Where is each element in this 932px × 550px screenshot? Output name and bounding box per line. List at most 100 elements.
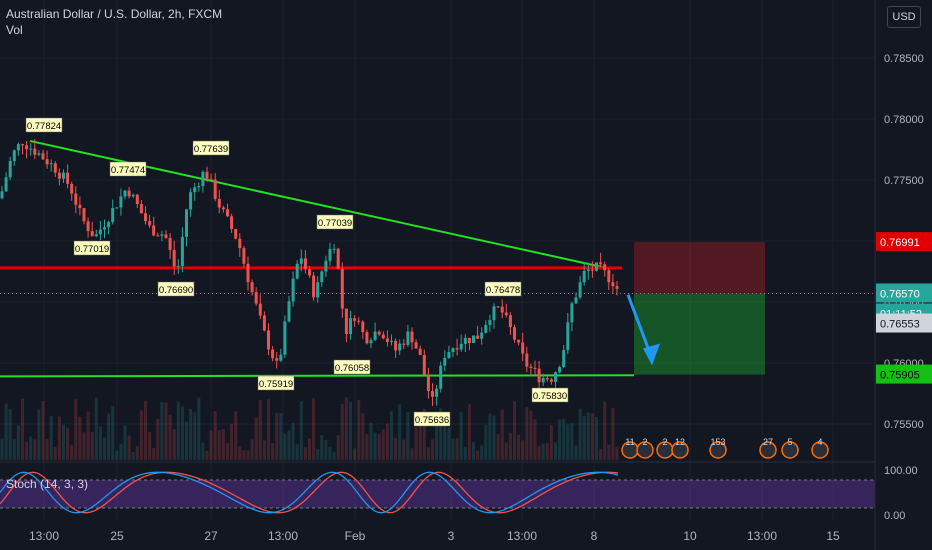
candle-body: [197, 185, 201, 188]
candle-body: [267, 330, 270, 350]
candle-body: [254, 292, 258, 304]
volume-bar: [107, 413, 111, 460]
stoch-tick-label: 0.00: [884, 510, 905, 522]
stop-loss-zone: [634, 242, 765, 294]
volume-bar: [508, 433, 512, 460]
candle-body: [246, 263, 250, 283]
volume-bar: [492, 415, 496, 460]
swing-labels: 0.77824 0.77474 0.77639 0.77019 0.76690 0.770…: [25, 117, 569, 427]
swing-label-box: [73, 240, 111, 256]
candle-body: [57, 172, 61, 179]
candle-body: [37, 153, 41, 155]
candle-body: [29, 148, 33, 150]
swing-label-box: [413, 411, 451, 427]
volume-bar: [500, 409, 504, 460]
volume-bar: [459, 412, 463, 460]
volume-bar: [74, 398, 78, 460]
volume-bar: [312, 398, 316, 460]
candle-body: [537, 368, 541, 383]
stoch-k-line: [0, 471, 619, 514]
candle-body: [66, 172, 70, 184]
candle-body: [611, 282, 615, 287]
price-tag: [876, 232, 932, 252]
volume-bar: [431, 439, 434, 460]
lower-trendline: [0, 374, 635, 378]
price-tick-label: 0.77500: [884, 175, 924, 187]
volume-bar: [148, 432, 152, 460]
candle-body: [316, 282, 320, 298]
volume-bar: [185, 421, 188, 460]
candle-body: [476, 335, 480, 339]
candle-body: [234, 229, 238, 239]
candle-body: [418, 348, 422, 355]
swing-label-box: [484, 281, 522, 297]
volume-bar: [521, 440, 525, 460]
volume-label: Vol: [6, 23, 23, 37]
candle-body: [451, 348, 455, 352]
volume-bar: [139, 410, 143, 460]
volume-bar: [275, 413, 279, 460]
candle-body: [21, 144, 24, 146]
volume-bar: [447, 427, 451, 460]
price-tag: [876, 283, 932, 303]
candle-body: [127, 190, 131, 197]
candle-body: [545, 378, 549, 380]
economic-events: 11 2 2 12 153 27 5 4: [621, 437, 829, 459]
candle-body: [299, 258, 303, 264]
event-badge: [709, 441, 727, 459]
candle-body: [12, 150, 16, 161]
candle-body: [25, 145, 29, 150]
volume-bar: [254, 417, 258, 460]
volume-bar: [533, 419, 537, 460]
price-tag: [876, 364, 932, 384]
volume-bar: [349, 401, 352, 460]
volume-bar: [82, 432, 86, 460]
candle-body: [529, 366, 533, 369]
candlesticks: [0, 138, 619, 406]
volume-bar: [119, 443, 123, 460]
candle-body: [390, 340, 393, 342]
candle-body: [607, 270, 611, 283]
candle-body: [500, 306, 504, 313]
candle-body: [271, 349, 275, 359]
candle-body: [578, 282, 582, 298]
swing-label: 0.76058: [335, 363, 369, 374]
volume-bar: [201, 442, 205, 460]
stochastic-label: Stoch (14, 3, 3): [6, 477, 89, 491]
volume-bar: [160, 402, 164, 460]
candle-body: [33, 148, 37, 155]
volume-bar: [271, 443, 275, 460]
currency-button[interactable]: USD: [887, 6, 921, 28]
volume-bar: [21, 398, 24, 460]
volume-bar: [70, 444, 74, 460]
candle-body: [533, 368, 537, 370]
candle-body: [238, 238, 242, 249]
volume-bar: [406, 411, 410, 460]
candle-body: [586, 269, 590, 271]
stochastic-panel: 100.00 0.00: [0, 465, 918, 522]
volume-bar: [496, 434, 500, 460]
candle-body: [361, 321, 365, 333]
volume-bar: [611, 407, 615, 460]
volume-bar: [455, 438, 459, 460]
candle-body: [308, 269, 311, 276]
candle-body: [180, 236, 184, 267]
volume-bar: [12, 439, 16, 460]
volume-bar: [205, 450, 209, 460]
volume-bar: [398, 404, 402, 460]
volume-bar: [537, 445, 541, 460]
swing-label: 0.77019: [75, 244, 109, 255]
candle-body: [431, 391, 434, 397]
volume-bar: [365, 434, 369, 460]
event-count: 4: [817, 437, 822, 447]
volume-bar: [303, 447, 307, 460]
candle-body: [62, 172, 65, 179]
candle-body: [148, 221, 152, 226]
candle-body: [615, 286, 619, 289]
volume-bar: [234, 411, 238, 460]
volume-bar: [513, 401, 516, 460]
volume-bar: [545, 442, 549, 460]
candle-body: [45, 159, 49, 165]
volume-bar: [267, 398, 270, 460]
